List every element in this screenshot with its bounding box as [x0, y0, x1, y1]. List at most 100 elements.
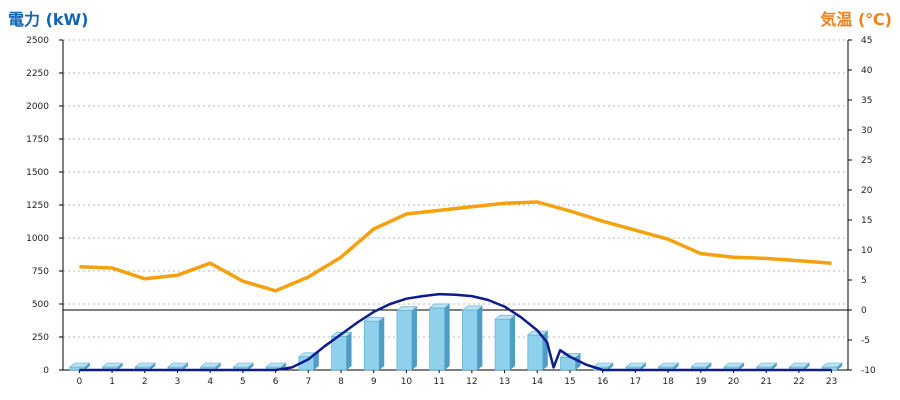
left-tick-label: 2250	[26, 69, 49, 79]
power-bar-top	[101, 362, 124, 368]
x-tick-label: 17	[630, 377, 641, 387]
power-bar-side	[739, 363, 745, 370]
right-axis-title: 気温 (℃)	[820, 10, 892, 29]
x-tick-label: 11	[433, 377, 444, 387]
x-tick-label: 21	[761, 377, 772, 387]
right-tick-label: 30	[861, 126, 873, 136]
right-tick-label: 20	[861, 186, 873, 196]
left-tick-label: 1250	[26, 201, 49, 211]
left-tick-label: 1750	[26, 135, 49, 145]
x-tick-label: 2	[142, 377, 148, 387]
power-bar-top	[755, 362, 778, 368]
x-tick-label: 12	[466, 377, 477, 387]
power-bar-top	[265, 362, 287, 368]
power-bar-side	[510, 315, 516, 370]
power-bar-side	[84, 363, 90, 370]
power-line	[79, 292, 832, 372]
power-bar-side	[346, 332, 352, 370]
x-tick-label: 14	[532, 377, 544, 387]
power-bar-top	[428, 303, 451, 309]
right-tick-label: -5	[861, 336, 870, 346]
power-bar-top	[592, 362, 615, 368]
power-bar	[494, 318, 511, 371]
left-tick-label: 2000	[26, 102, 49, 112]
x-tick-label: 5	[240, 377, 246, 387]
x-tick-label: 7	[305, 377, 311, 387]
power-bar-top	[788, 362, 811, 368]
right-tick-label: -10	[861, 366, 876, 376]
x-tick-label: 23	[826, 377, 837, 387]
x-tick-label: 13	[499, 377, 510, 387]
power-bar-side	[804, 363, 810, 370]
power-bar-top	[396, 306, 418, 311]
power-bar-top	[526, 330, 549, 336]
power-bar-side	[477, 305, 483, 370]
x-tick-label: 22	[793, 377, 804, 387]
power-bar-top	[657, 362, 680, 368]
x-tick-label: 10	[401, 377, 413, 387]
right-tick-label: 45	[861, 36, 872, 46]
power-bar-top	[690, 362, 713, 368]
power-bar-side	[444, 303, 450, 370]
power-bar-side	[248, 363, 254, 370]
power-bar-side	[182, 363, 188, 370]
power-bar-side	[379, 317, 385, 370]
x-tick-label: 4	[207, 377, 213, 387]
power-bar-side	[673, 363, 679, 370]
x-tick-label: 20	[728, 377, 740, 387]
power-bar-top	[821, 362, 844, 368]
x-tick-label: 19	[695, 377, 707, 387]
x-tick-label: 8	[338, 377, 344, 387]
left-tick-label: 1000	[26, 234, 49, 244]
power-bar	[363, 320, 380, 371]
power-bar	[331, 336, 347, 371]
left-tick-label: 750	[32, 267, 49, 277]
left-tick-label: 2500	[26, 36, 49, 46]
x-tick-label: 15	[564, 377, 575, 387]
power-bar-top	[494, 314, 516, 320]
power-bar-side	[771, 363, 777, 370]
x-tick-label: 0	[76, 377, 82, 387]
power-bar-top	[232, 362, 255, 368]
left-tick-label: 500	[32, 300, 49, 310]
power-bar-side	[411, 306, 417, 370]
power-bar-top	[363, 316, 386, 322]
power-bar-top	[134, 362, 157, 368]
power-bar	[462, 309, 478, 371]
temperature-line	[79, 200, 832, 293]
power-bar	[396, 310, 413, 371]
right-tick-label: 15	[861, 216, 872, 226]
power-bar-top	[625, 362, 647, 368]
power-bar	[527, 334, 544, 371]
power-bar	[429, 307, 445, 371]
power-bar-side	[640, 363, 646, 370]
left-tick-label: 0	[43, 366, 49, 376]
power-bar-side	[117, 363, 123, 370]
x-tick-label: 18	[662, 377, 674, 387]
power-bar-side	[608, 363, 614, 370]
right-tick-label: 40	[861, 66, 873, 76]
power-bar-top	[167, 362, 189, 368]
power-bar-top	[68, 362, 91, 368]
x-tick-label: 1	[109, 377, 115, 387]
x-tick-label: 6	[273, 377, 279, 387]
power-bar-top	[723, 362, 745, 368]
left-tick-label: 250	[32, 333, 49, 343]
x-tick-label: 9	[371, 377, 377, 387]
power-bar-side	[837, 363, 843, 370]
power-bar-side	[150, 363, 156, 370]
x-tick-label: 3	[175, 377, 181, 387]
power-bar-side	[706, 363, 712, 370]
left-axis-title: 電力 (kW)	[8, 10, 89, 29]
power-bar-side	[215, 363, 221, 370]
power-bar-top	[461, 305, 484, 311]
power-bar-top	[199, 362, 222, 368]
right-tick-label: 5	[861, 276, 867, 286]
power-bar-side	[313, 352, 319, 370]
right-tick-label: 0	[861, 306, 867, 316]
left-tick-label: 1500	[26, 168, 49, 178]
right-tick-label: 35	[861, 96, 872, 106]
x-tick-label: 16	[597, 377, 609, 387]
right-tick-label: 10	[861, 246, 873, 256]
